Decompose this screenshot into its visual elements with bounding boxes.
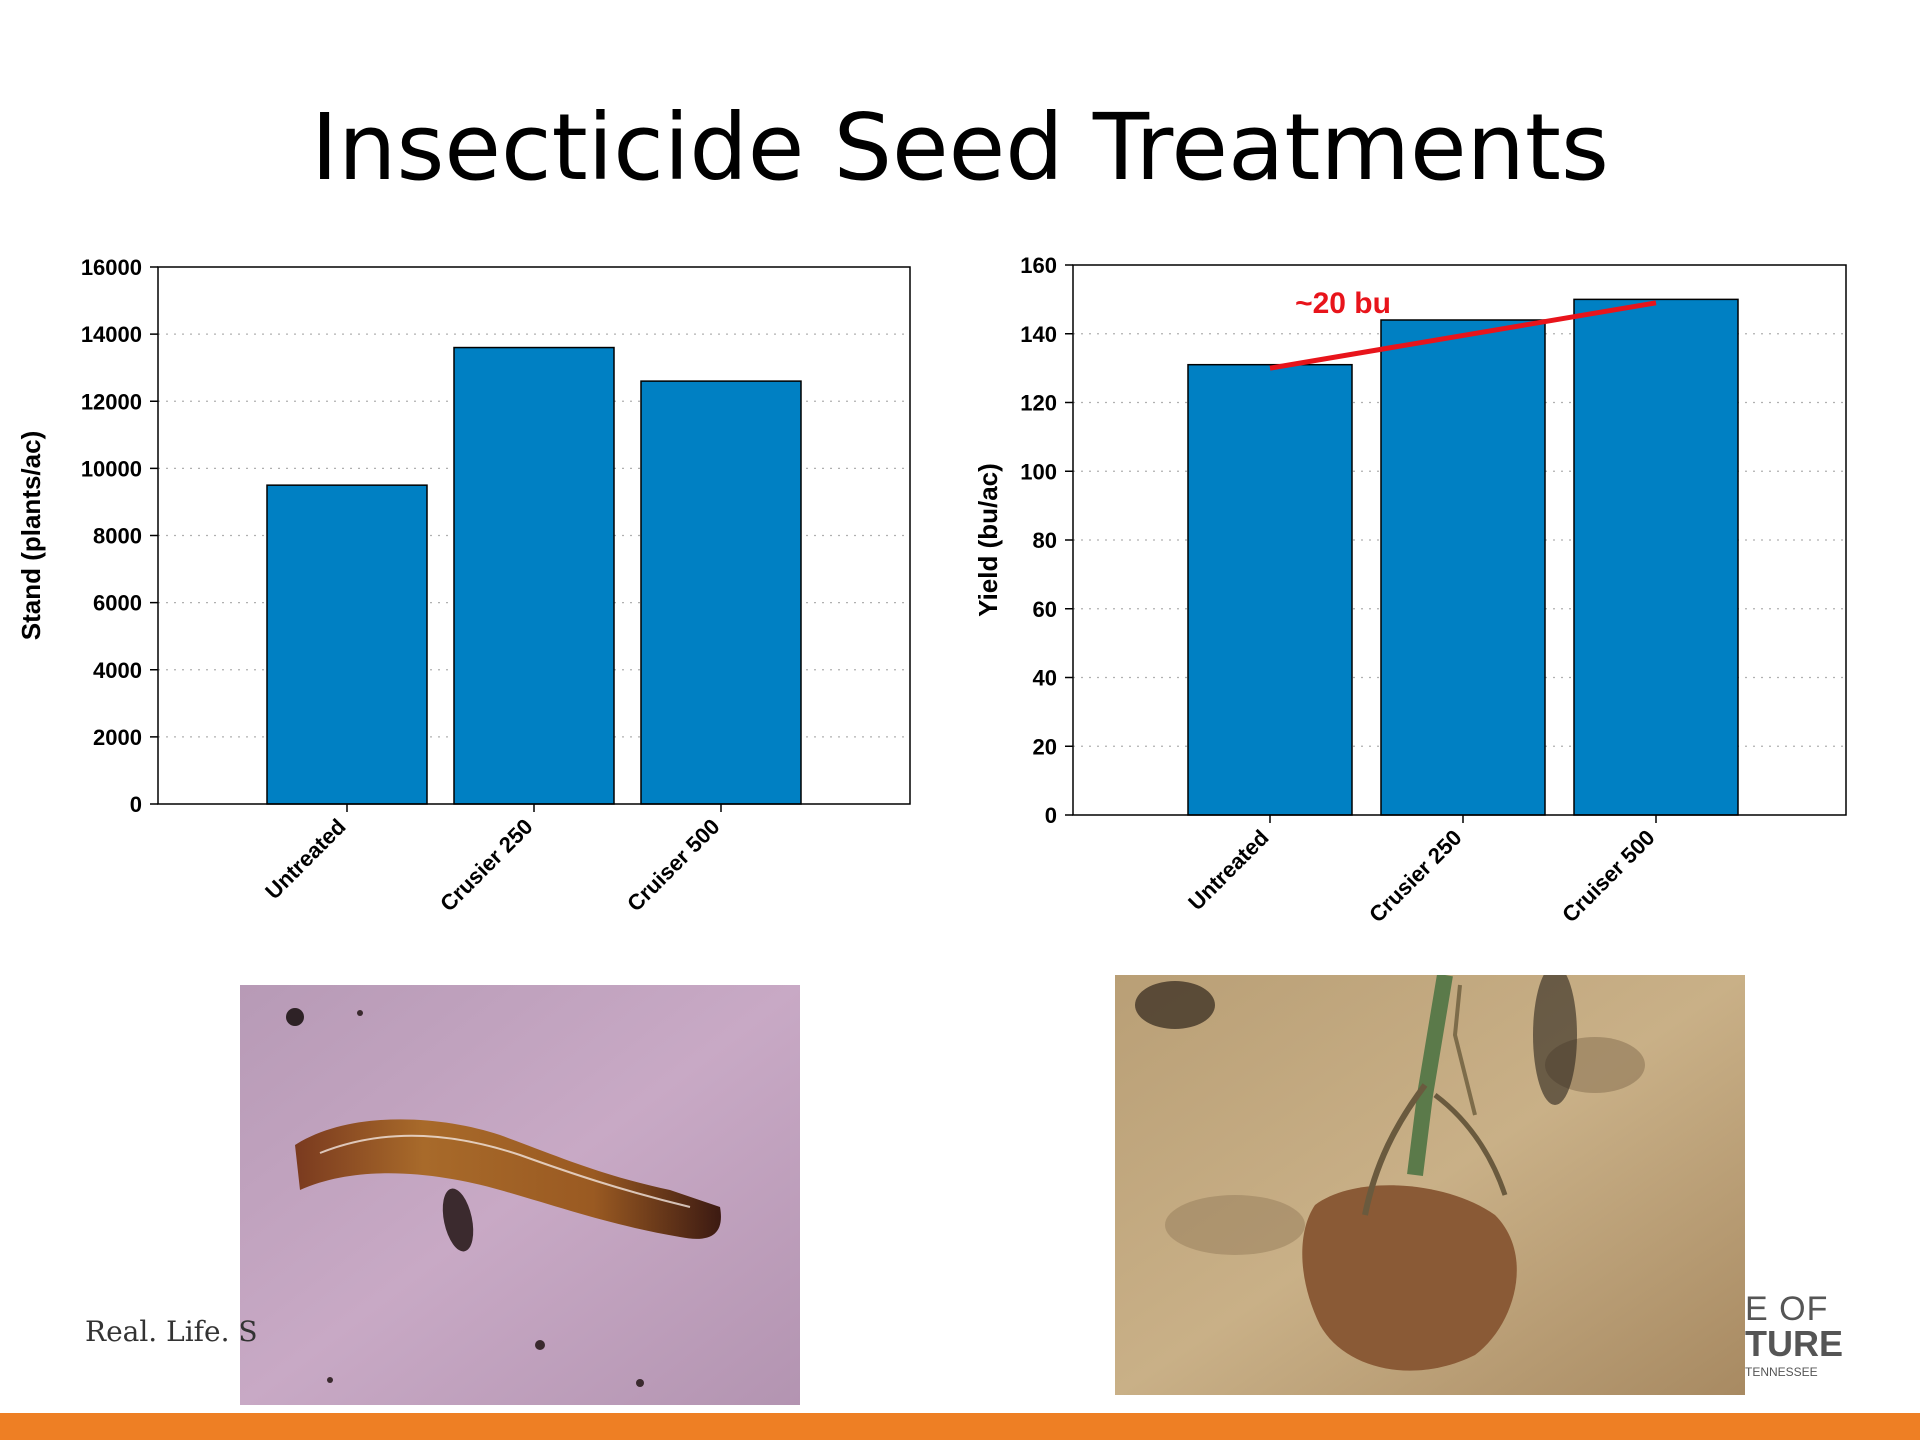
yield-y-tick-label: 140: [1020, 322, 1057, 347]
yield-y-tick-label: 20: [1033, 734, 1057, 759]
stand-y-axis-label: Stand (plants/ac): [16, 431, 46, 640]
yield-x-tick-label: Crusier 250: [1364, 825, 1466, 927]
yield-y-tick-label: 0: [1045, 803, 1057, 828]
yield-y-tick-label: 80: [1033, 528, 1057, 553]
yield-annotation-line: [1269, 300, 1657, 371]
stand-bar-3: [640, 380, 802, 805]
stand-x-tick-label: Crusier 250: [435, 814, 537, 916]
yield-y-tick-label: 160: [1020, 253, 1057, 278]
footer-tagline: Real. Life. S: [85, 1315, 258, 1348]
yield-y-tick-label: 60: [1033, 597, 1057, 622]
stand-y-tick-label: 8000: [93, 524, 142, 549]
larva-photo: [240, 985, 800, 1405]
seedling-photo: [1115, 975, 1745, 1395]
stand-y-tick-label: 12000: [81, 389, 142, 414]
yield-annotation-label: ~20 bu: [1295, 287, 1391, 320]
yield-bar-3: [1573, 298, 1739, 816]
yield-y-tick-label: 40: [1033, 666, 1057, 691]
stand-y-tick-label: 4000: [93, 658, 142, 683]
stand-y-tick-label: 10000: [81, 456, 142, 481]
stand-x-tick-label: Cruiser 500: [622, 814, 724, 916]
logo-line1: E OF: [1745, 1290, 1829, 1328]
yield-y-tick-label: 100: [1020, 459, 1057, 484]
yield-x-tick-label: Untreated: [1183, 825, 1273, 915]
yield-y-tick-label: 120: [1020, 391, 1057, 416]
slide-title: Insecticide Seed Treatments: [311, 94, 1609, 201]
yield-chart: 0 20 40 60 80 100 120 140 160 Untreated Crusier 25…: [973, 253, 1847, 927]
stand-y-tick-label: 6000: [93, 591, 142, 616]
logo-line3: TENNESSEE: [1745, 1365, 1818, 1379]
stand-chart: 0 2000 4000 6000 8000 10000 12000 14000 16000 Unt…: [16, 255, 911, 916]
stand-bar-2: [453, 346, 615, 805]
logo-line2: TURE: [1745, 1323, 1843, 1364]
stand-y-tick-label: 0: [130, 792, 142, 817]
stand-bar-1: [266, 484, 428, 805]
stand-y-tick-label: 14000: [81, 322, 142, 347]
stand-y-tick-label: 16000: [81, 255, 142, 280]
stand-x-tick-label: Untreated: [260, 814, 350, 904]
institution-logo: E OF TURE TENNESSEE: [1745, 1290, 1843, 1379]
yield-y-axis-label: Yield (bu/ac): [973, 463, 1003, 617]
bottom-accent-bar: [0, 1413, 1920, 1440]
yield-bar-2: [1380, 319, 1546, 816]
yield-bar-1: [1187, 363, 1353, 816]
stand-y-tick-label: 2000: [93, 725, 142, 750]
yield-x-tick-label: Cruiser 500: [1557, 825, 1659, 927]
